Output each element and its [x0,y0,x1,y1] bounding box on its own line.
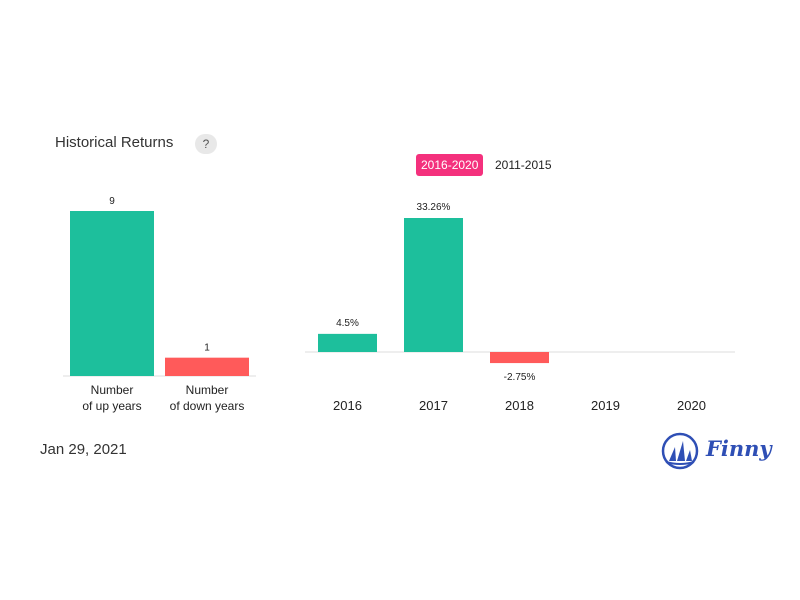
chart2-year-label: 2020 [677,398,706,413]
chart2-value-label: 33.26% [417,202,451,213]
chart2-value-label: -2.75% [504,372,536,383]
brand-name: Finny [706,436,772,461]
sailboat-icon [661,432,699,470]
tab-2016-2020[interactable]: 2016-2020 [416,154,484,176]
chart2-bar [318,333,377,352]
chart1-category-label: of up years [82,399,141,413]
chart1-category-label: of down years [170,399,245,413]
chart2-year-label: 2016 [333,398,362,413]
chart1-value-label: 9 [109,196,115,207]
chart1-value-label: 1 [204,343,210,354]
page-title: Historical Returns [55,134,174,151]
finny-logo: Finny [660,430,772,472]
help-icon[interactable]: ? [195,134,217,154]
chart2-bar [404,218,463,352]
chart1-bar [70,211,154,376]
chart2-year-label: 2018 [505,398,534,413]
chart1-category-label: Number [91,383,134,397]
as-of-date: Jan 29, 2021 [40,441,127,458]
chart2-bar [490,352,549,364]
tab-2011-2015[interactable]: 2011-2015 [495,158,552,172]
chart1-category-label: Number [186,383,229,397]
chart2-year-label: 2017 [419,398,448,413]
chart2-year-label: 2019 [591,398,620,413]
chart1-bar [165,357,249,376]
chart2-value-label: 4.5% [336,318,359,329]
